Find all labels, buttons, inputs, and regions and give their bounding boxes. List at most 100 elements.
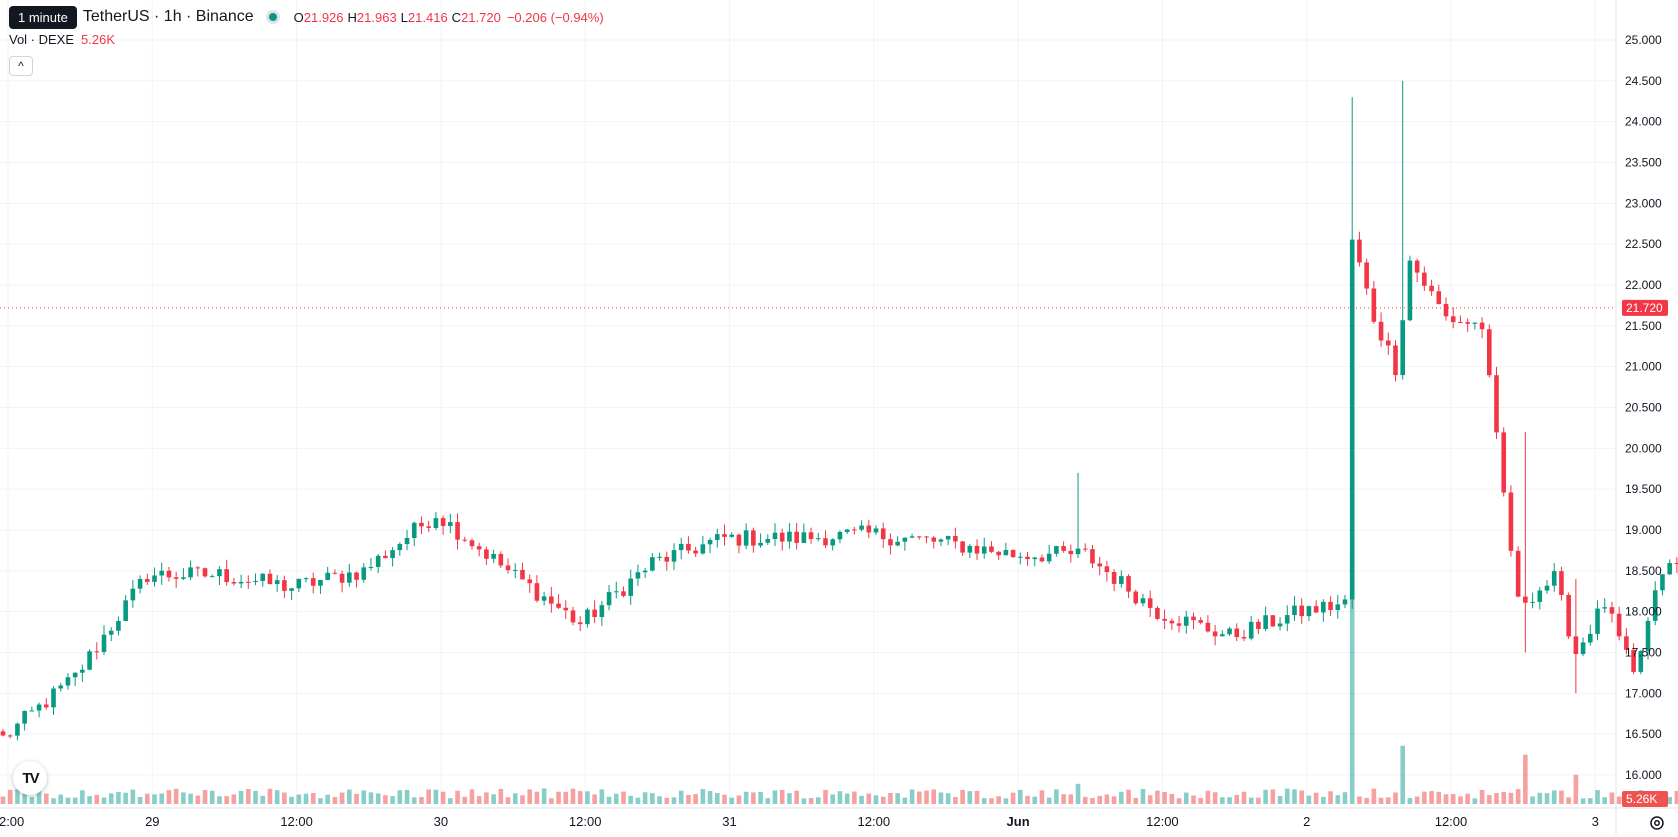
candle-body (354, 572, 359, 580)
candle-body (772, 532, 778, 540)
candle-body (1501, 432, 1507, 493)
candle-body (209, 576, 215, 578)
candle-body (1631, 649, 1636, 672)
volume-bar (1119, 791, 1124, 804)
candle-body (866, 525, 872, 533)
market-status-icon[interactable] (265, 10, 280, 24)
volume-bar (570, 788, 576, 804)
price-tick-label: 24.500 (1625, 74, 1662, 88)
volume-bar (765, 798, 771, 804)
open-label: O (293, 9, 304, 25)
volume-bar (714, 792, 720, 804)
candle-body (1559, 571, 1564, 595)
volume-bar (1126, 789, 1131, 804)
candle-body (43, 704, 49, 708)
volume-bar (1018, 789, 1023, 804)
candle-body (1602, 607, 1608, 609)
volume-bar (613, 793, 619, 804)
candle-body (1256, 621, 1261, 629)
volume-bar (1313, 792, 1319, 804)
time-tick-label: 31 (722, 814, 736, 829)
candle-body (29, 710, 35, 712)
volume-bar (1248, 797, 1254, 804)
candle-body (585, 609, 590, 625)
candle-body (592, 609, 597, 618)
volume-bar (1212, 792, 1218, 804)
volume-bar (563, 791, 569, 804)
candle-body (1342, 599, 1348, 605)
volume-bar (440, 791, 446, 804)
volume-bar (404, 789, 410, 804)
volume-bar (1068, 794, 1074, 804)
high-value: 21.963 (356, 9, 397, 25)
candle-body (267, 573, 273, 585)
candle-body (1573, 636, 1579, 655)
volume-bar (635, 797, 641, 804)
candle-body (902, 537, 908, 542)
volume-bar (1573, 774, 1579, 804)
candle-body (823, 538, 828, 546)
volume-label: Vol · DEXE (9, 32, 75, 47)
volume-bar (1321, 796, 1326, 804)
candle-body (87, 651, 92, 670)
volume-bar (628, 795, 634, 804)
volume-bar (1191, 795, 1196, 804)
tradingview-logo-icon[interactable]: TV (13, 761, 47, 795)
candle-body (202, 568, 208, 577)
candle-body (844, 529, 850, 532)
volume-legend[interactable]: Vol · DEXE 5.26K (9, 32, 115, 47)
volume-bar (1544, 793, 1550, 804)
volume-bar (1169, 793, 1175, 804)
candle-body (1299, 605, 1304, 617)
volume-bar (94, 794, 100, 804)
close-value: 21.720 (461, 9, 501, 25)
candle-body (787, 531, 792, 542)
candle-body (549, 596, 554, 604)
symbol-title[interactable]: TetherUS · 1h · Binance (82, 8, 254, 25)
price-tick-label: 25.000 (1625, 33, 1662, 47)
volume-bar (1494, 793, 1499, 804)
volume-bar (945, 793, 951, 804)
candle-body (938, 539, 944, 542)
volume-bar (880, 796, 886, 804)
candle-body (1400, 320, 1406, 376)
volume-bar (303, 793, 309, 804)
candle-body (1609, 607, 1615, 614)
candle-body (130, 588, 136, 601)
candle-body (137, 578, 143, 589)
candle-body (440, 518, 446, 526)
volume-bar (383, 795, 388, 804)
candle-body (1162, 618, 1167, 621)
volume-bar (1588, 798, 1593, 804)
price-tick-label: 19.000 (1625, 523, 1662, 537)
volume-bar (520, 795, 525, 804)
volume-bar (534, 791, 540, 804)
candle-body (621, 591, 626, 596)
price-tick-label: 21.000 (1625, 360, 1662, 374)
price-tick-label: 21.500 (1625, 319, 1662, 333)
candle-body (1306, 606, 1312, 617)
candle-body (1054, 546, 1059, 554)
candle-body (145, 578, 150, 582)
candle-body (678, 543, 684, 551)
candle-body (556, 603, 561, 608)
candle-body (0, 731, 6, 736)
candle-body (1414, 260, 1420, 273)
volume-bar (1220, 797, 1225, 804)
volume-bar (72, 797, 78, 804)
volume-bar (700, 789, 706, 804)
last-volume-label: 5.26K (1622, 791, 1668, 807)
candle-body (577, 622, 583, 625)
candle-body (671, 550, 677, 562)
candle-body (758, 542, 763, 546)
gear-icon[interactable] (1648, 814, 1666, 832)
collapse-legend-button[interactable]: ^ (9, 56, 33, 76)
candle-body (1119, 576, 1124, 584)
candle-body (1039, 557, 1045, 562)
volume-bar (852, 791, 857, 804)
candle-body (794, 531, 799, 543)
volume-bar (1061, 794, 1066, 804)
candle-body (1205, 622, 1211, 632)
price-tick-label: 22.000 (1625, 278, 1662, 292)
